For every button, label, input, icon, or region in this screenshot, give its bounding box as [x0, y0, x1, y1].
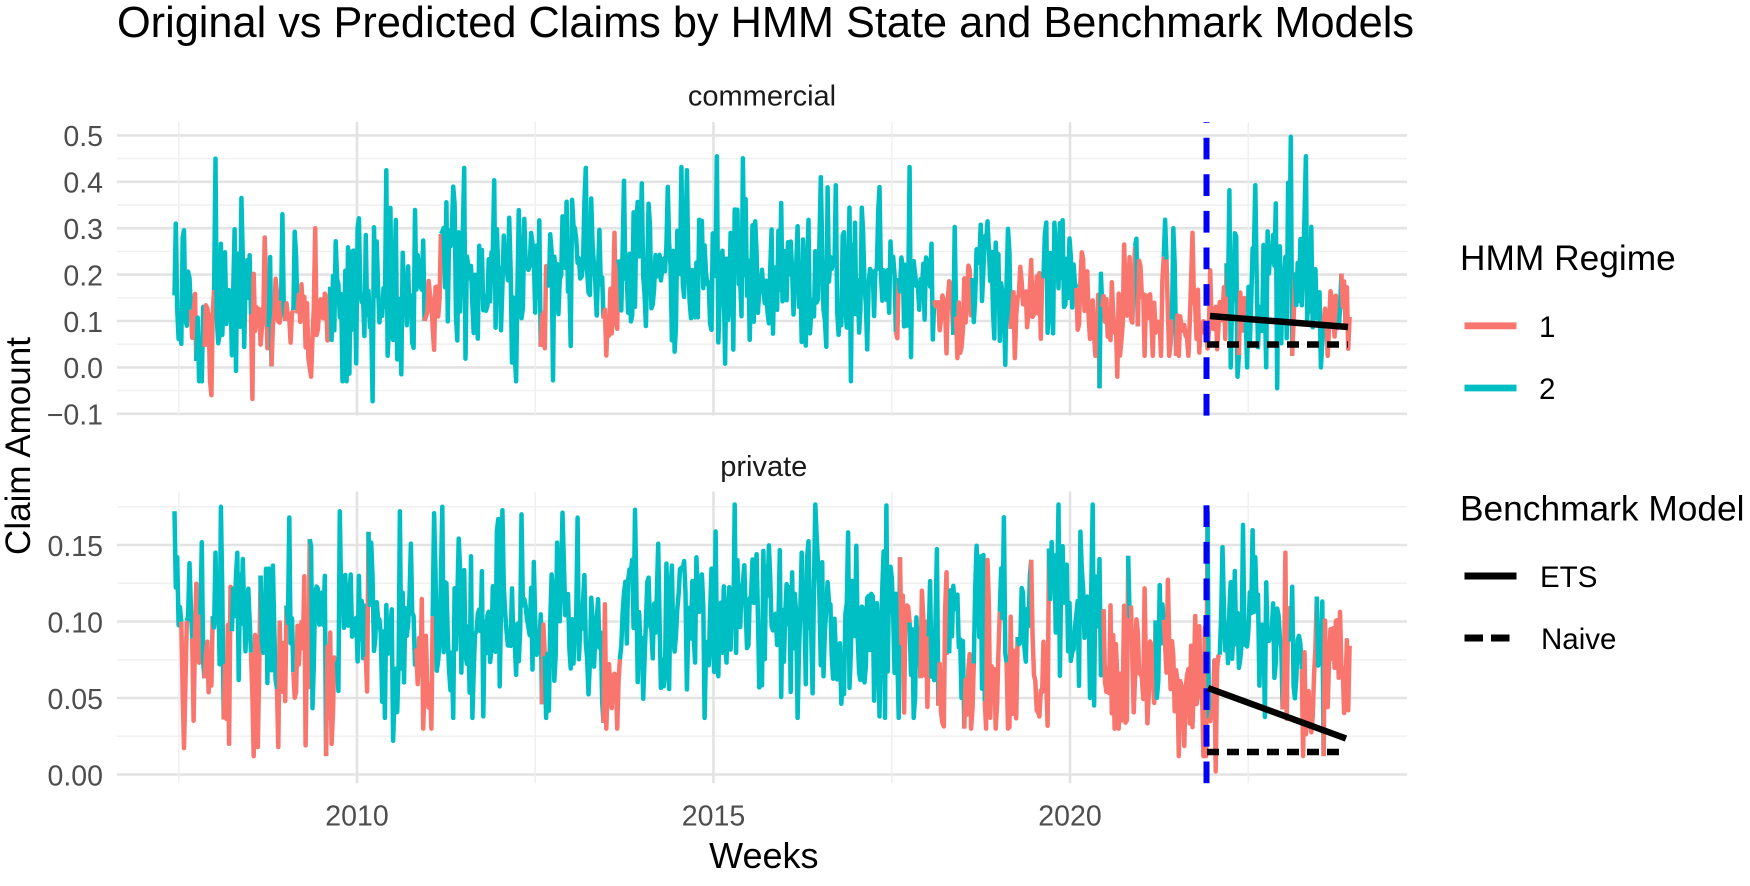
svg-text:1: 1 — [1539, 311, 1555, 344]
svg-text:commercial: commercial — [688, 81, 836, 113]
svg-text:Original vs Predicted Claims b: Original vs Predicted Claims by HMM Stat… — [117, 0, 1414, 47]
svg-text:HMM Regime: HMM Regime — [1460, 239, 1676, 278]
svg-text:0.1: 0.1 — [63, 307, 103, 339]
svg-text:2020: 2020 — [1038, 801, 1101, 833]
svg-text:Claim Amount: Claim Amount — [0, 337, 38, 555]
svg-text:0.05: 0.05 — [48, 684, 103, 716]
svg-text:0.15: 0.15 — [48, 531, 103, 563]
svg-text:0.3: 0.3 — [63, 214, 103, 246]
svg-text:Naive: Naive — [1541, 623, 1616, 656]
svg-text:2: 2 — [1539, 373, 1555, 406]
svg-text:0.5: 0.5 — [63, 121, 103, 153]
svg-text:private: private — [720, 451, 807, 483]
svg-text:−0.1: −0.1 — [47, 400, 103, 432]
svg-text:Weeks: Weeks — [709, 835, 818, 876]
svg-text:0.0: 0.0 — [63, 353, 103, 385]
svg-text:0.10: 0.10 — [48, 607, 103, 639]
svg-text:0.2: 0.2 — [63, 260, 103, 292]
svg-text:Benchmark Model: Benchmark Model — [1460, 490, 1744, 529]
svg-text:2010: 2010 — [325, 801, 388, 833]
svg-text:2015: 2015 — [682, 801, 745, 833]
svg-text:0.4: 0.4 — [63, 168, 103, 200]
svg-text:ETS: ETS — [1540, 561, 1597, 594]
svg-text:0.00: 0.00 — [48, 760, 103, 792]
